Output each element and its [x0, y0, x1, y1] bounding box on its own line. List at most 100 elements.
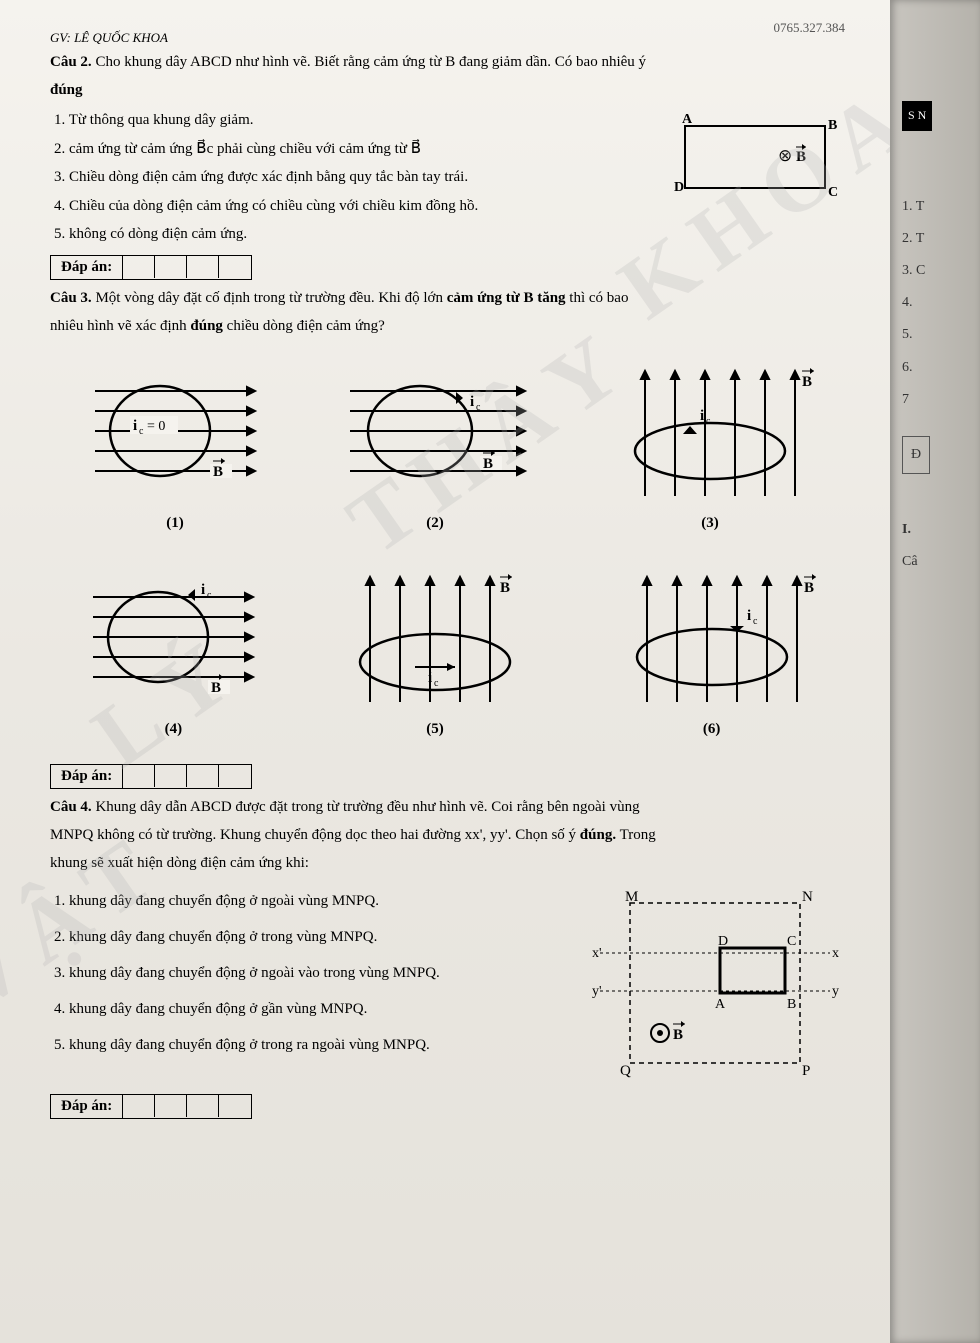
svg-text:y': y' [592, 984, 602, 999]
svg-text:y: y [832, 984, 839, 999]
edge-item: 7 [902, 384, 976, 416]
q4-opt5: 5. khung dây đang chuyển động ở trong ra… [54, 1027, 590, 1063]
diagram-label-6: (6) [597, 721, 827, 738]
svg-text:A: A [715, 997, 726, 1012]
q3-t6: chiều dòng điện cảm ứng? [227, 318, 385, 334]
edge-item: Đ [902, 436, 930, 474]
diagram-5: i c B (5) [320, 562, 550, 738]
answer-label: Đáp án: [51, 256, 123, 279]
svg-text:i: i [700, 408, 704, 424]
diagram-6: i c B (6) [597, 562, 827, 738]
answer-cell[interactable] [159, 1095, 187, 1117]
q3-t3: thì có bao [569, 290, 628, 306]
svg-text:c: c [139, 426, 144, 437]
diagram-label-3: (3) [595, 515, 825, 532]
svg-text:B: B [673, 1027, 683, 1043]
svg-text:c: c [476, 402, 481, 413]
svg-text:A: A [682, 112, 693, 127]
q4-t4: Trong [620, 827, 656, 843]
diagram-4: i c B (4) [73, 562, 273, 738]
q4-t1: Khung dây dẫn ABCD được đặt trong từ trư… [95, 799, 639, 815]
svg-text:B: B [213, 464, 223, 480]
q4-opt2: 2. khung dây đang chuyển động ở trong vù… [54, 919, 590, 955]
answer-box-q3: Đáp án: [50, 764, 252, 789]
q2-dung: đúng [50, 78, 850, 102]
svg-text:B: B [483, 456, 493, 472]
q2-body: Cho khung dây ABCD như hình vẽ. Biết rằn… [95, 54, 646, 70]
q4-opt3: 3. khung dây đang chuyển động ở ngoài và… [54, 955, 590, 991]
q3-line2: nhiêu hình vẽ xác định đúng chiều dòng đ… [50, 314, 850, 338]
q2-rect-diagram: A B C D ⊗ B [670, 111, 840, 206]
svg-text:B: B [804, 580, 814, 596]
q4-line3: khung sẽ xuất hiện dòng điện cảm ứng khi… [50, 851, 850, 875]
answer-cell[interactable] [127, 1095, 155, 1117]
svg-text:c: c [434, 678, 439, 689]
q4-t3: đúng. [580, 827, 616, 843]
svg-text:i: i [470, 394, 474, 410]
right-page-edge: S N 1. T 2. T 3. C 4. 5. 6. 7 Đ I. Câ [890, 0, 980, 1343]
page: KHOA THẦY LÝ VẬT 0765.327.384 GV: LÊ QUỐ… [0, 0, 890, 1343]
q3-t2: cảm ứng từ B tăng [447, 290, 566, 306]
edge-item: I. [902, 514, 976, 546]
answer-cell[interactable] [191, 256, 219, 278]
svg-text:⊗: ⊗ [778, 146, 792, 165]
diagram-1: i c = 0 B (1) [75, 356, 275, 532]
svg-text:N: N [802, 889, 813, 905]
svg-text:i: i [747, 608, 751, 624]
svg-text:= 0: = 0 [147, 419, 165, 434]
answer-box-q4: Đáp án: [50, 1094, 252, 1119]
diagram-3: i c B (3) [595, 356, 825, 532]
q4-diagram: M N P Q D C A B x' x y' y B [590, 883, 840, 1083]
q4-opt4: 4. khung dây đang chuyển động ở gần vùng… [54, 991, 590, 1027]
answer-cell[interactable] [223, 1095, 251, 1117]
answer-cell[interactable] [191, 1095, 219, 1117]
edge-item: 3. C [902, 255, 976, 287]
answer-box-q2: Đáp án: [50, 255, 252, 280]
svg-text:C: C [787, 934, 796, 949]
svg-text:i: i [428, 670, 432, 686]
q2-title: Câu 2. [50, 54, 92, 70]
answer-cell[interactable] [159, 256, 187, 278]
q4-opt1: 1. khung dây đang chuyển động ở ngoài vù… [54, 883, 590, 919]
svg-text:B: B [500, 580, 510, 596]
edge-item: 2. T [902, 223, 976, 255]
answer-cell[interactable] [159, 765, 187, 787]
svg-text:c: c [706, 416, 711, 427]
answer-cell[interactable] [127, 256, 155, 278]
diagram-2: i c B (2) [325, 356, 545, 532]
answer-cell[interactable] [127, 765, 155, 787]
svg-text:B: B [211, 680, 221, 696]
q2-text: Câu 2. Cho khung dây ABCD như hình vẽ. B… [50, 50, 850, 74]
q4-line2: MNPQ không có từ trường. Khung chuyển độ… [50, 823, 850, 847]
svg-text:B: B [796, 149, 806, 165]
svg-text:c: c [753, 616, 758, 627]
answer-cell[interactable] [223, 256, 251, 278]
answer-cell[interactable] [191, 765, 219, 787]
edge-item: 4. [902, 287, 976, 319]
svg-text:x': x' [592, 946, 602, 961]
svg-text:B: B [828, 118, 837, 133]
q3-title: Câu 3. [50, 290, 92, 306]
svg-text:c: c [207, 590, 212, 601]
svg-text:B: B [802, 374, 812, 390]
teacher-name: GV: LÊ QUỐC KHOA [50, 30, 850, 46]
answer-cell[interactable] [223, 765, 251, 787]
diagram-label-5: (5) [320, 721, 550, 738]
q4-line1: Câu 4. Khung dây dẫn ABCD được đặt trong… [50, 795, 850, 819]
svg-text:Q: Q [620, 1063, 631, 1079]
diagram-label-2: (2) [325, 515, 545, 532]
svg-text:P: P [802, 1063, 810, 1079]
svg-text:i: i [133, 418, 137, 434]
q3-t4: nhiêu hình vẽ xác định [50, 318, 190, 334]
edge-item: 5. [902, 319, 976, 351]
svg-text:D: D [674, 180, 684, 195]
svg-text:D: D [718, 934, 728, 949]
diagrams-row-2: i c B (4) i c [50, 562, 850, 750]
answer-label: Đáp án: [51, 1095, 123, 1118]
q4-title: Câu 4. [50, 799, 92, 815]
q2-opt3: 3. Chiều dòng điện cảm ứng được xác định… [54, 163, 670, 192]
q2-opt1: 1. Từ thông qua khung dây giảm. [54, 106, 670, 135]
q2-opt4: 4. Chiều của dòng điện cảm ứng có chiều … [54, 192, 670, 221]
q3-text: Câu 3. Một vòng dây đặt cố định trong từ… [50, 286, 850, 310]
answer-label: Đáp án: [51, 765, 123, 788]
